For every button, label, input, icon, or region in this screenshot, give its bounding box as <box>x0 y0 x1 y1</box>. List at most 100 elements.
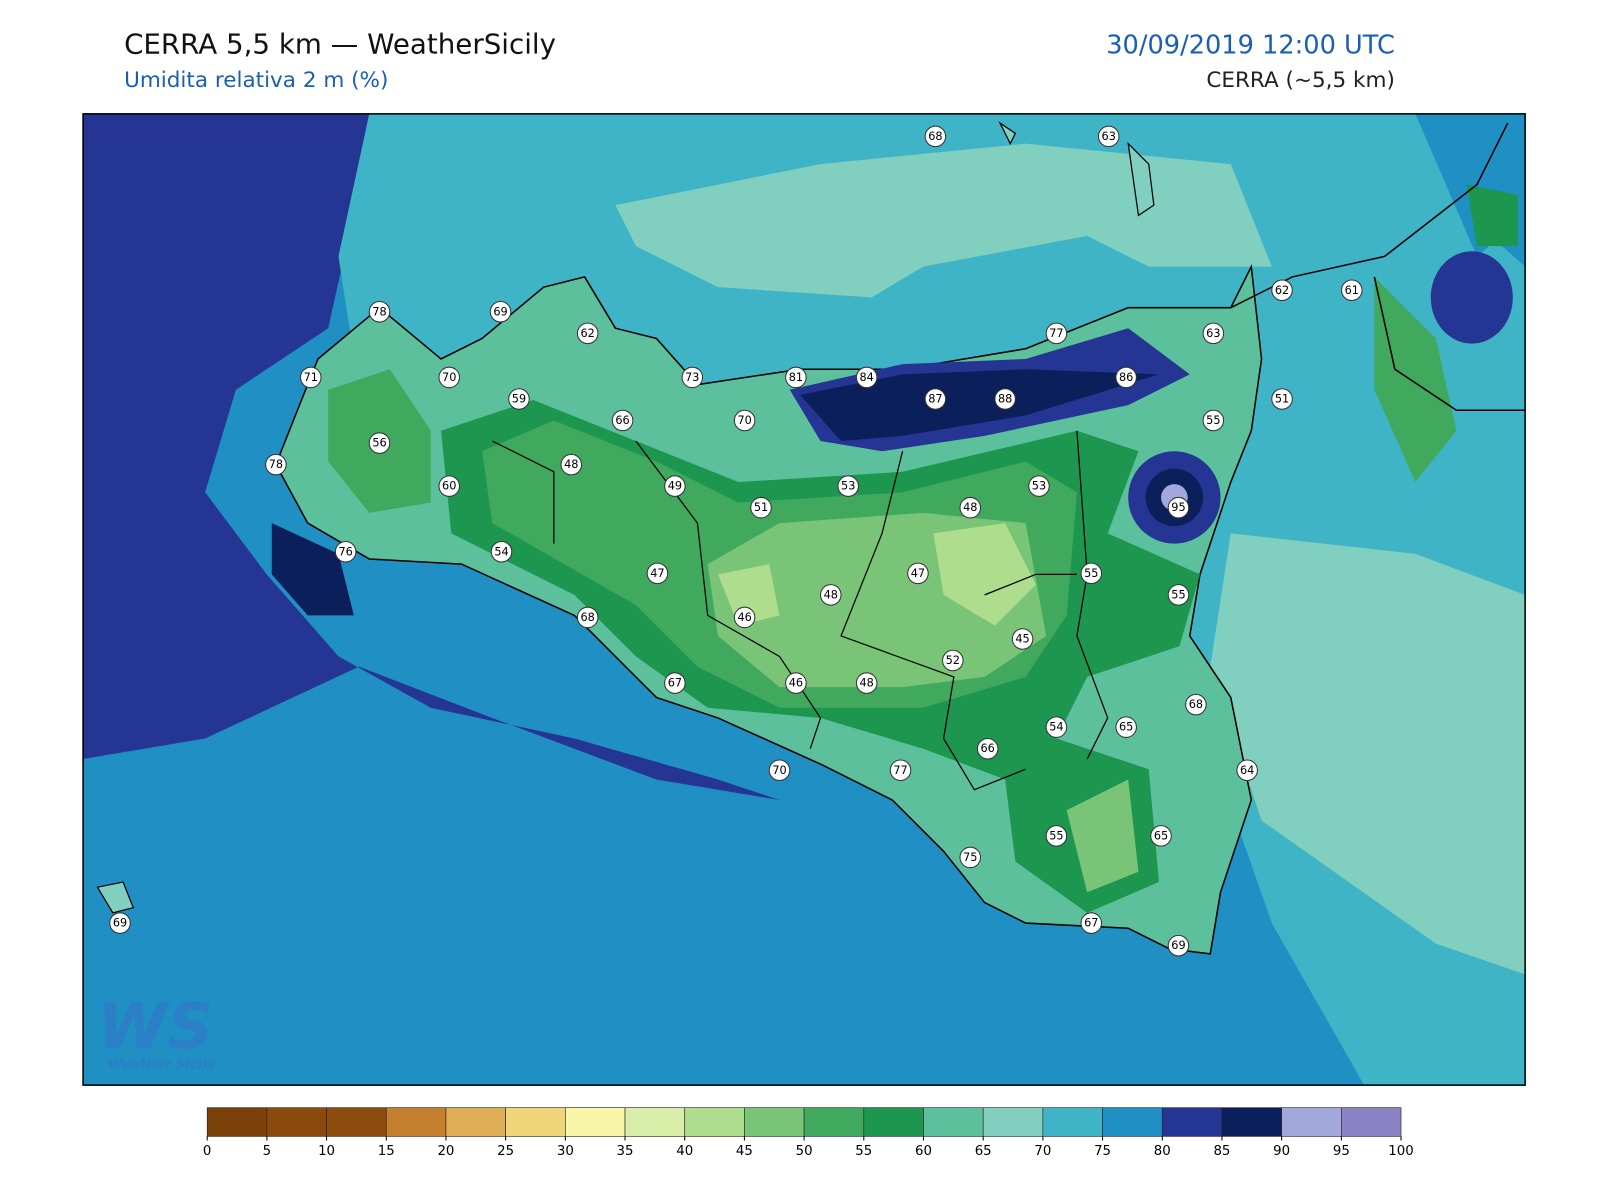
colorbar-label: 55 <box>855 1144 872 1159</box>
colorbar-label: 25 <box>497 1144 514 1159</box>
station: 73 <box>681 366 704 389</box>
station: 68 <box>1185 693 1207 716</box>
colorbar-label: 75 <box>1094 1144 1111 1159</box>
station-dot <box>1236 759 1258 782</box>
station-value: 48 <box>564 458 578 471</box>
station: 64 <box>1236 759 1258 782</box>
station-value: 67 <box>668 677 682 690</box>
station-dot <box>976 737 999 760</box>
station-dot <box>924 125 947 148</box>
colorbar-label: 20 <box>437 1144 454 1159</box>
color-box <box>1161 1107 1223 1137</box>
station-dot <box>1185 693 1207 716</box>
station-dot <box>855 672 878 694</box>
station: 66 <box>611 409 634 432</box>
station-dot <box>646 562 669 585</box>
station-dot <box>837 475 859 497</box>
station: 70 <box>733 409 756 432</box>
station: 76 <box>334 541 357 563</box>
station-value: 63 <box>1206 327 1220 340</box>
station: 88 <box>994 388 1016 410</box>
station-value: 48 <box>859 677 873 690</box>
title: CERRA 5,5 km — WeatherSicily <box>124 27 556 60</box>
station: 51 <box>750 496 772 519</box>
station-dot <box>924 388 947 410</box>
station: 70 <box>768 759 791 782</box>
station: 54 <box>490 541 513 563</box>
station-value: 68 <box>1189 698 1203 711</box>
station: 69 <box>109 912 131 934</box>
province-borders <box>492 430 1109 791</box>
station-value: 59 <box>512 392 526 405</box>
calabria-coast2 <box>1373 276 1526 412</box>
colorbar-label: 70 <box>1034 1144 1051 1159</box>
station-value: 52 <box>946 654 960 667</box>
station-value: 70 <box>442 371 456 384</box>
color-box <box>803 1107 865 1137</box>
colorbar-label: 80 <box>1154 1144 1171 1159</box>
station: 81 <box>785 366 807 389</box>
station-dot <box>1011 628 1034 650</box>
color-box <box>863 1107 924 1137</box>
aeolian <box>998 121 1155 217</box>
station-value: 47 <box>911 567 925 580</box>
station: 61 <box>1341 279 1363 302</box>
station-value: 60 <box>442 480 456 493</box>
colorbar-label: 10 <box>318 1144 335 1159</box>
colorbar-label: 85 <box>1213 1144 1230 1159</box>
station-value: 86 <box>1119 371 1133 384</box>
station: 48 <box>820 584 842 606</box>
station: 65 <box>1150 825 1172 847</box>
station-dot <box>820 584 842 606</box>
station-dot <box>265 453 287 476</box>
station-dot <box>1115 716 1137 738</box>
colorbar-label: 45 <box>736 1144 753 1159</box>
station-dot <box>664 475 686 497</box>
station: 68 <box>924 125 947 148</box>
station-dot <box>681 366 704 389</box>
station-dot <box>855 366 878 389</box>
color-box <box>565 1107 626 1137</box>
station-value: 54 <box>494 545 508 558</box>
station-dot <box>299 366 322 389</box>
color-box <box>385 1107 447 1137</box>
colorbar-label: 65 <box>975 1144 992 1159</box>
station-value: 77 <box>893 764 907 777</box>
station-value: 47 <box>650 567 664 580</box>
station-dot <box>1115 366 1137 389</box>
station-value: 70 <box>772 764 786 777</box>
station-dot <box>664 672 686 694</box>
station: 69 <box>1167 934 1190 957</box>
station-dot <box>1167 934 1190 957</box>
station-dot <box>768 759 791 782</box>
station-value: 48 <box>963 501 977 514</box>
station-dot <box>994 388 1016 410</box>
station-dot <box>1202 322 1225 345</box>
station-value: 61 <box>1345 284 1359 297</box>
color-box <box>505 1107 566 1137</box>
station-dot <box>785 366 807 389</box>
station-dot <box>907 562 929 585</box>
station: 55 <box>1080 562 1103 585</box>
station-value: 53 <box>1032 480 1046 493</box>
station: 48 <box>959 496 982 519</box>
teal-light-east <box>1210 533 1526 975</box>
station: 52 <box>942 649 964 672</box>
station-dot <box>733 606 756 629</box>
station-dot <box>942 649 964 672</box>
station-dot <box>889 759 912 782</box>
station: 87 <box>924 388 947 410</box>
stations: 68 63 78 69 62 62 61 77 63 71 70 73 81 84 86 59 87 88 51 66… <box>109 125 1363 957</box>
colorbar-label: 30 <box>557 1144 574 1159</box>
station-value: 45 <box>1015 632 1029 645</box>
station: 63 <box>1202 322 1225 345</box>
station-value: 63 <box>1102 130 1116 143</box>
station: 67 <box>664 672 686 694</box>
station: 46 <box>785 672 807 694</box>
station-dot <box>1167 584 1190 606</box>
color-box <box>923 1107 984 1137</box>
station-dot <box>1202 409 1225 432</box>
station: 48 <box>560 453 583 476</box>
station: 77 <box>1045 322 1068 345</box>
